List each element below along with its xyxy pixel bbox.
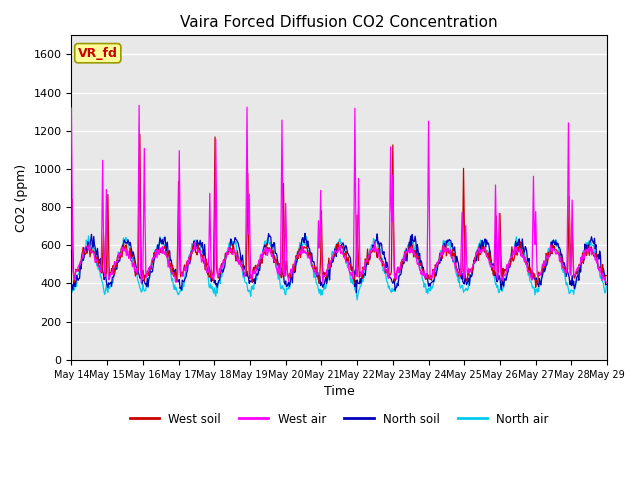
Text: VR_fd: VR_fd <box>78 47 118 60</box>
X-axis label: Time: Time <box>324 385 355 398</box>
Title: Vaira Forced Diffusion CO2 Concentration: Vaira Forced Diffusion CO2 Concentration <box>180 15 498 30</box>
Y-axis label: CO2 (ppm): CO2 (ppm) <box>15 164 28 232</box>
Legend: West soil, West air, North soil, North air: West soil, West air, North soil, North a… <box>125 408 554 431</box>
